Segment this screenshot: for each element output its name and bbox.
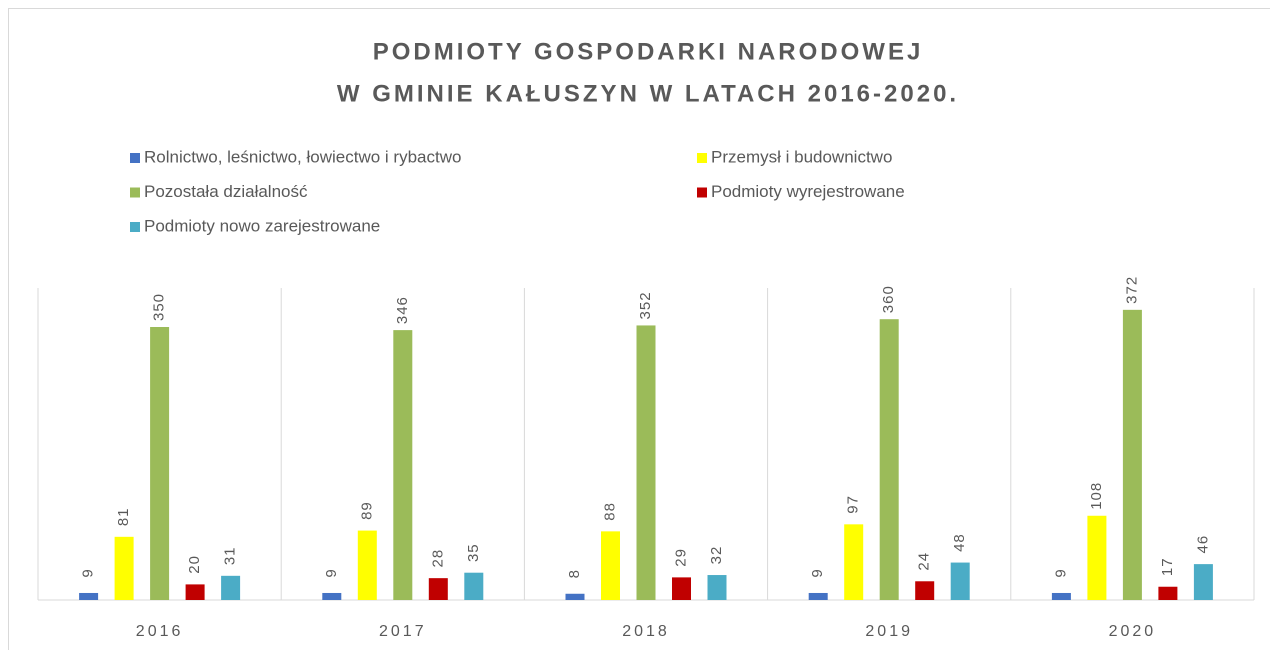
value-label: 89 [358,501,375,520]
legend-swatch [130,153,140,163]
bar [393,330,413,600]
bar [221,575,241,600]
value-label: 46 [1194,535,1211,554]
x-tick-label: 2017 [379,623,427,640]
legend-label: Podmioty wyrejestrowane [711,182,905,201]
value-label: 81 [115,507,132,526]
value-label: 9 [323,568,340,577]
bar [1051,592,1071,600]
legend-label: Podmioty nowo zarejestrowane [144,216,380,235]
x-tick-label: 2019 [865,623,913,640]
legend-label: Rolnictwo, leśnictwo, łowiectwo i rybact… [144,147,461,166]
bar [950,562,970,600]
bar [672,577,691,600]
bar [79,592,99,600]
legend-swatch [697,153,707,163]
bar [1087,515,1107,600]
x-tick-label: 2018 [622,623,670,640]
value-label: 9 [1052,568,1069,577]
value-label: 352 [637,291,654,319]
value-label: 9 [80,568,97,577]
value-label: 48 [951,533,968,552]
value-label: 31 [222,546,239,565]
value-label: 88 [601,502,618,521]
bar [114,536,134,600]
bar [1158,586,1178,600]
bar [844,524,864,600]
bar [707,575,727,600]
value-label: 24 [916,552,933,571]
bar [428,578,448,600]
bar [1122,309,1142,600]
value-label: 35 [465,543,482,562]
value-label: 9 [809,568,826,577]
value-label: 20 [186,555,203,574]
bar [565,593,585,600]
bar [601,531,620,600]
bar [915,581,935,600]
value-label: 17 [1159,557,1176,576]
bar [808,592,828,600]
x-tick-label: 2020 [1109,623,1157,640]
bar [185,584,205,600]
chart-title: PODMIOTY GOSPODARKI NARODOWEJ [373,38,924,65]
value-label: 350 [151,293,168,321]
value-label: 108 [1088,482,1105,510]
chart-title: W GMINIE KAŁUSZYN W LATACH 2016-2020. [337,80,959,107]
value-label: 8 [566,569,583,578]
bar [1193,564,1213,600]
value-label: 28 [429,549,446,568]
legend-swatch [130,222,140,232]
legend-swatch [130,187,140,198]
legend-swatch [697,187,707,198]
value-label: 97 [845,495,862,514]
value-label: 346 [394,296,411,324]
x-tick-label: 2016 [136,623,184,640]
legend-label: Pozostała działalność [144,182,308,201]
bar [636,325,656,600]
value-label: 29 [672,548,689,567]
bar [357,530,377,600]
bar [464,572,484,600]
bar [879,319,899,600]
legend-label: Przemysł i budownictwo [711,147,892,166]
value-label: 372 [1123,276,1140,304]
value-label: 32 [708,546,725,565]
value-label: 360 [880,285,897,313]
bar [322,592,342,600]
bar [150,327,170,600]
